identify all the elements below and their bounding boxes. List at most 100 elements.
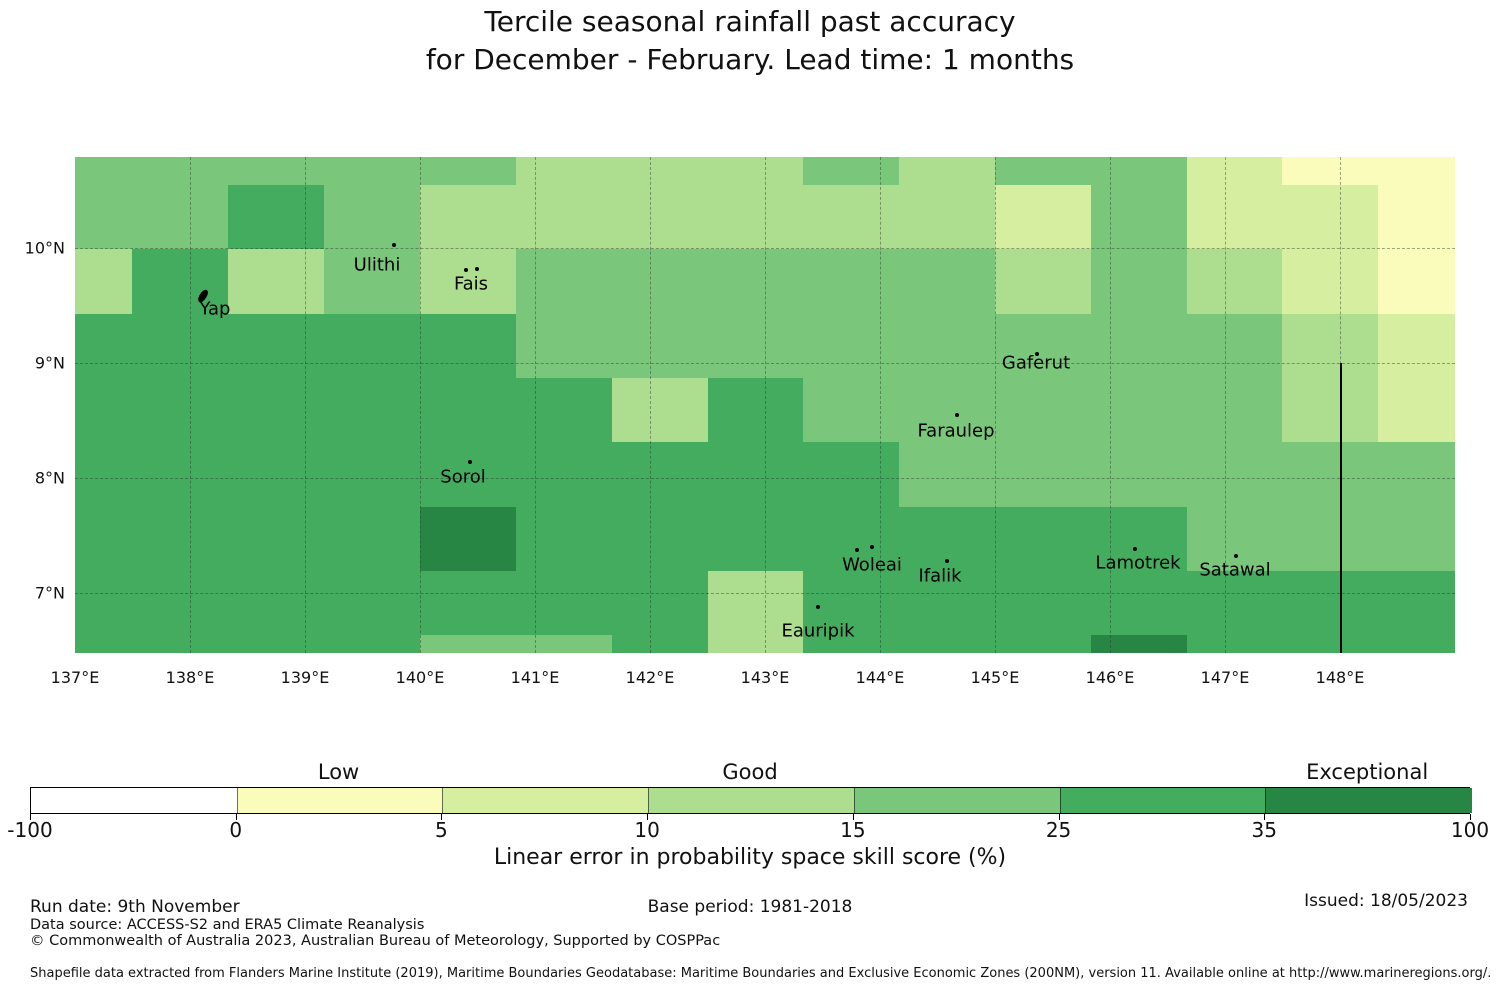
heatmap-cell <box>803 185 899 249</box>
heatmap-cell <box>132 378 228 442</box>
heatmap-cell <box>803 314 899 378</box>
colorbar-band-label-good: Good <box>722 760 778 784</box>
heatmap-cell <box>1187 635 1282 653</box>
heatmap-cell <box>899 378 995 442</box>
heatmap-cell <box>995 249 1091 314</box>
meridian-gridline <box>420 157 421 653</box>
parallel-gridline <box>75 363 1455 364</box>
colorbar-segment <box>1059 788 1267 813</box>
heatmap-cell <box>1378 378 1455 442</box>
heatmap-cell <box>1187 507 1282 571</box>
heatmap-cell <box>132 314 228 378</box>
x-tick-label: 137°E <box>50 668 100 687</box>
heatmap-cell <box>612 635 708 653</box>
x-tick-label: 144°E <box>855 668 905 687</box>
eez-boundary-line <box>1340 363 1342 653</box>
heatmap-cell <box>995 507 1091 571</box>
y-tick-label: 10°N <box>24 238 65 258</box>
heatmap-cell <box>420 185 516 249</box>
island-marker-dot <box>1234 554 1238 558</box>
x-tick-label: 141°E <box>510 668 560 687</box>
heatmap-cell <box>420 378 516 442</box>
base-period-text: Base period: 1981-2018 <box>647 897 853 917</box>
y-tick-label: 7°N <box>34 583 65 603</box>
heatmap-cell <box>1187 157 1282 185</box>
heatmap-cell <box>899 635 995 653</box>
heatmap-cell <box>1091 635 1187 653</box>
heatmap-cell <box>708 314 803 378</box>
x-tick-label: 145°E <box>970 668 1020 687</box>
heatmap-cell <box>1378 157 1455 185</box>
heatmap-cell <box>132 571 228 635</box>
island-marker-dot <box>468 460 472 464</box>
meridian-gridline <box>190 157 191 653</box>
heatmap-cell <box>612 571 708 635</box>
x-tick-label: 148°E <box>1315 668 1365 687</box>
parallel-gridline <box>75 593 1455 594</box>
heatmap-cell <box>132 249 228 314</box>
island-label-ulithi: Ulithi <box>353 254 401 276</box>
heatmap-cell <box>1282 378 1378 442</box>
copyright-text: © Commonwealth of Australia 2023, Austra… <box>30 933 721 949</box>
heatmap-cell <box>132 185 228 249</box>
heatmap-cell <box>1282 249 1378 314</box>
island-marker-dot <box>1133 547 1137 551</box>
y-tick-label: 8°N <box>34 468 65 488</box>
heatmap-cell <box>803 378 899 442</box>
heatmap-cell <box>1091 507 1187 571</box>
heatmap-cell <box>995 635 1091 653</box>
colorbar-tick-label: -100 <box>7 818 53 842</box>
chart-title-line2: for December - February. Lead time: 1 mo… <box>425 43 1075 76</box>
heatmap-cell <box>75 314 132 378</box>
heatmap-cell <box>1091 185 1187 249</box>
heatmap-cell <box>228 249 324 314</box>
heatmap-cell <box>899 314 995 378</box>
colorbar-tick-label: 10 <box>634 818 660 842</box>
colorbar-tick-label: 5 <box>435 818 448 842</box>
heatmap-cell <box>1282 507 1378 571</box>
heatmap-cell <box>324 314 420 378</box>
colorbar-band-label-exceptional: Exceptional <box>1306 760 1429 784</box>
heatmap-cell <box>324 378 420 442</box>
map-plot-area: Yap Ulithi Fais Sorol Gaferut Faraulep Woleai I… <box>75 157 1455 653</box>
heatmap-cell <box>516 442 612 507</box>
meridian-gridline <box>650 157 651 653</box>
heatmap-cell <box>228 314 324 378</box>
heatmap-cell <box>612 249 708 314</box>
heatmap-cell <box>1187 314 1282 378</box>
heatmap-cell <box>708 378 803 442</box>
island-marker-dot <box>955 413 959 417</box>
heatmap-cell <box>612 507 708 571</box>
meridian-gridline <box>765 157 766 653</box>
heatmap-cell <box>420 157 516 185</box>
heatmap-cell <box>995 185 1091 249</box>
heatmap-cell <box>420 249 516 314</box>
heatmap-cell <box>132 157 228 185</box>
heatmap-cell <box>1187 249 1282 314</box>
heatmap-cell <box>995 314 1091 378</box>
heatmap-cell <box>75 157 132 185</box>
island-label-fais: Fais <box>453 273 489 295</box>
heatmap-cell <box>420 314 516 378</box>
heatmap-cell <box>708 249 803 314</box>
meridian-gridline <box>305 157 306 653</box>
heatmap-cell <box>995 157 1091 185</box>
heatmap-cell <box>708 507 803 571</box>
x-tick-label: 140°E <box>395 668 445 687</box>
island-label-faraulep: Faraulep <box>917 420 995 442</box>
island-marker-dot <box>945 559 949 563</box>
heatmap-cell <box>324 507 420 571</box>
heatmap-cell <box>516 507 612 571</box>
heatmap-cell <box>516 157 612 185</box>
colorbar-tick <box>647 814 649 820</box>
heatmap-cell <box>899 185 995 249</box>
heatmap-cell <box>1378 571 1455 635</box>
heatmap-cell <box>1187 571 1282 635</box>
heatmap-cell <box>1378 314 1455 378</box>
meridian-gridline <box>880 157 881 653</box>
heatmap-cell <box>1282 157 1378 185</box>
y-axis-ticks: 10°N 9°N 8°N 7°N <box>25 157 75 653</box>
colorbar-band-label-low: Low <box>317 760 360 784</box>
colorbar-tick-label: 35 <box>1251 818 1278 842</box>
